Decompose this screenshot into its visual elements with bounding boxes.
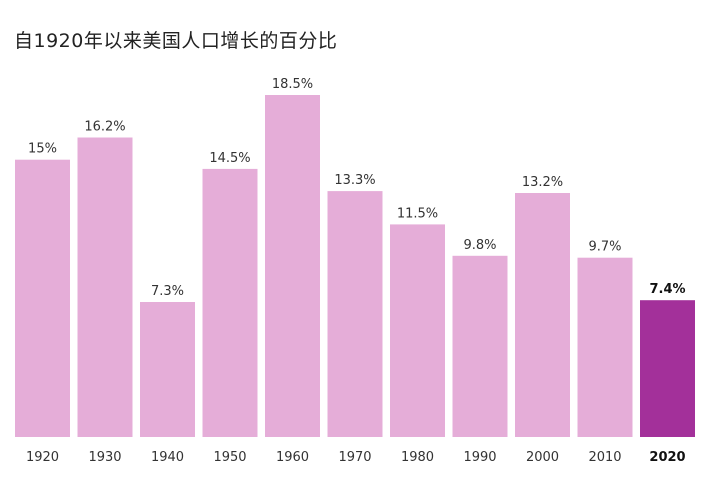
bar-1960 (265, 95, 320, 437)
value-label-2020: 7.4% (649, 282, 685, 297)
x-tick-label-1970: 1970 (338, 450, 371, 465)
value-label-2010: 9.7% (588, 240, 621, 255)
value-label-2000: 13.2% (522, 175, 563, 190)
bar-2020 (640, 300, 695, 437)
x-tick-label-1980: 1980 (401, 450, 434, 465)
bar-2010 (577, 257, 633, 437)
x-tick-label-1960: 1960 (276, 450, 309, 465)
bar-1940 (140, 302, 195, 437)
x-tick-labels-group: 1920 1930 1940 1950 1960 1970 1980 1990 2000 2010… (26, 450, 686, 465)
x-tick-label-1920: 1920 (26, 450, 59, 465)
bar-1950 (202, 168, 258, 437)
bar-2000 (515, 193, 570, 437)
x-tick-label-2000: 2000 (526, 450, 559, 465)
x-tick-label-2010: 2010 (588, 450, 621, 465)
value-label-1920: 15% (28, 142, 57, 157)
value-label-1950: 14.5% (209, 151, 250, 166)
chart-title: 自1920年以来美国人口增长的百分比 (14, 30, 338, 52)
value-label-1990: 9.8% (463, 238, 496, 253)
x-tick-label-1940: 1940 (151, 450, 184, 465)
bar-1920 (15, 159, 70, 437)
value-label-1970: 13.3% (334, 173, 375, 188)
x-tick-label-1990: 1990 (463, 450, 496, 465)
bar-1990 (452, 255, 508, 437)
bar-1970 (327, 191, 383, 437)
x-tick-label-1930: 1930 (88, 450, 121, 465)
value-label-1980: 11.5% (397, 206, 438, 221)
x-tick-label-2020: 2020 (649, 450, 685, 465)
value-label-1960: 18.5% (272, 77, 313, 92)
value-label-1930: 16.2% (84, 120, 125, 135)
value-label-1940: 7.3% (151, 284, 184, 299)
value-labels-group: 15% 16.2% 7.3% 14.5% 18.5% 13.3% 11.5% 9.8% 13.2… (28, 77, 685, 299)
bars-group (15, 95, 695, 437)
bar-1930 (77, 137, 133, 437)
bar-1980 (390, 224, 445, 437)
x-tick-label-1950: 1950 (213, 450, 246, 465)
